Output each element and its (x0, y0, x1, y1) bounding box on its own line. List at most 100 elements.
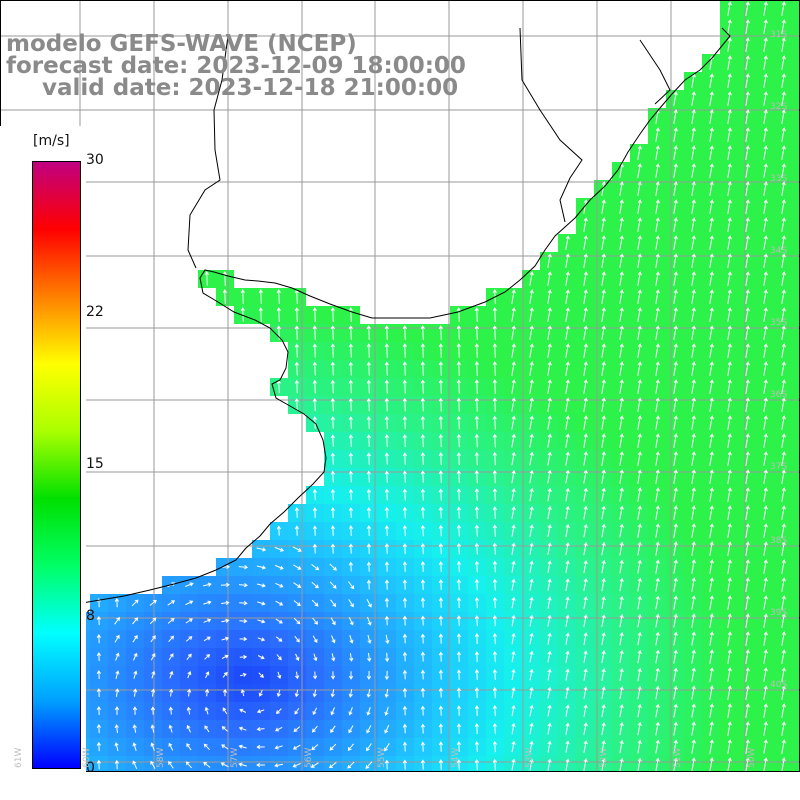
wind-arrow (330, 379, 335, 394)
wind-arrow (745, 613, 750, 628)
wind-arrow (115, 688, 120, 697)
wind-cell (792, 0, 800, 18)
wind-arrow (727, 343, 732, 358)
wind-arrow (402, 452, 408, 465)
wind-arrow (781, 235, 786, 250)
wind-arrow (203, 761, 211, 768)
wind-arrow (709, 703, 714, 718)
wind-cell (792, 738, 800, 756)
wind-arrow (294, 325, 299, 340)
wind-arrow (709, 145, 714, 160)
wind-arrow (329, 563, 337, 571)
wind-arrow (781, 685, 786, 700)
wind-arrow (205, 671, 210, 679)
wind-arrow (745, 721, 750, 736)
wind-arrow (293, 600, 301, 606)
wind-arrow (294, 635, 300, 643)
wind-arrow (312, 617, 318, 625)
wind-arrow (601, 668, 606, 681)
wind-arrow (114, 634, 120, 643)
wind-arrow (492, 669, 498, 681)
wind-arrow (294, 307, 299, 322)
wind-arrow (781, 145, 786, 160)
wind-arrow (565, 397, 570, 412)
wind-arrow (115, 670, 120, 679)
wind-arrow (131, 599, 139, 607)
wind-arrow (745, 541, 750, 556)
wind-arrow (727, 55, 732, 70)
wind-arrow (709, 217, 714, 232)
wind-arrow (619, 181, 624, 196)
wind-arrow (256, 762, 265, 768)
wind-arrow (637, 703, 642, 718)
wind-arrow (203, 636, 211, 642)
wind-arrow (727, 181, 732, 196)
wind-arrow (257, 601, 266, 606)
wind-arrow (150, 742, 155, 751)
wind-arrow (511, 451, 516, 466)
wind-arrow (601, 235, 606, 250)
wind-arrow (438, 687, 444, 698)
wind-arrow (637, 325, 642, 340)
wind-arrow (295, 653, 300, 661)
wind-arrow (275, 600, 284, 606)
wind-arrow (511, 325, 516, 340)
wind-arrow (456, 433, 461, 448)
wind-arrow (330, 689, 335, 698)
wind-arrow (673, 613, 678, 628)
wind-arrow (781, 523, 786, 538)
wind-arrow (781, 181, 786, 196)
wind-arrow (456, 633, 462, 644)
wind-arrow (763, 379, 768, 394)
wind-arrow (167, 618, 175, 624)
wind-arrow (781, 217, 786, 232)
wind-arrow (637, 487, 642, 502)
wind-arrow (655, 343, 660, 358)
wind-arrow (655, 667, 660, 682)
wind-arrow (655, 361, 660, 376)
wind-arrow (295, 671, 300, 680)
wind-arrow (456, 524, 462, 537)
wind-arrow (293, 582, 302, 588)
wind-arrow (438, 452, 443, 466)
wind-arrow (781, 703, 786, 718)
wind-arrow (456, 560, 462, 573)
wind-arrow (474, 325, 479, 340)
wind-arrow (655, 703, 660, 718)
wind-arrow (420, 561, 426, 572)
wind-arrow (619, 451, 624, 466)
coastline-line (0, 27, 731, 619)
wind-arrow (203, 618, 212, 623)
wind-arrow (745, 469, 750, 484)
wind-arrow (402, 343, 407, 358)
wind-arrow (348, 561, 354, 572)
wind-arrow (366, 543, 372, 554)
wind-arrow (673, 703, 678, 718)
wind-arrow (637, 451, 642, 466)
wind-arrow (781, 55, 786, 70)
wind-arrow (256, 727, 265, 732)
wind-arrow (492, 614, 498, 627)
wind-arrow (763, 523, 768, 538)
wind-arrow (222, 671, 228, 678)
wind-arrow (763, 1, 768, 16)
wind-arrow (619, 199, 624, 214)
wind-arrow (258, 689, 263, 697)
wind-arrow (709, 469, 714, 484)
wind-arrow (655, 613, 660, 628)
wind-arrow (474, 633, 480, 645)
wind-arrow (691, 757, 696, 772)
wind-arrow (438, 633, 444, 644)
wind-arrow (438, 651, 444, 662)
wind-arrow (256, 565, 267, 570)
wind-arrow (384, 325, 389, 340)
wind-arrow (274, 726, 283, 732)
wind-arrow (239, 654, 248, 660)
wind-arrow (709, 487, 714, 502)
wind-arrow (275, 708, 282, 715)
wind-arrow (348, 599, 354, 608)
wind-arrow (276, 689, 281, 698)
wind-arrow (745, 37, 750, 52)
wind-arrow (583, 740, 588, 753)
wind-arrow (492, 524, 498, 537)
